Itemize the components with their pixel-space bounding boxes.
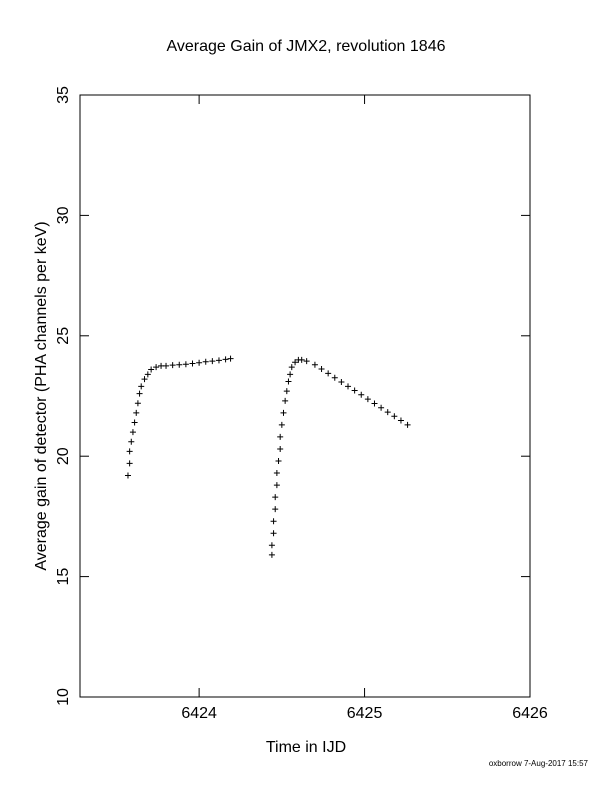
point bbox=[227, 355, 234, 362]
point bbox=[285, 378, 292, 385]
y-tick-label: 10 bbox=[55, 688, 72, 706]
y-tick-label: 20 bbox=[55, 447, 72, 465]
point bbox=[141, 376, 148, 383]
point bbox=[338, 379, 345, 386]
point bbox=[278, 421, 285, 428]
point bbox=[384, 409, 391, 416]
point bbox=[202, 358, 209, 365]
point bbox=[288, 364, 295, 371]
point bbox=[163, 362, 170, 369]
footer: oxborrow 7-Aug-2017 15:57 bbox=[489, 759, 589, 768]
point bbox=[364, 396, 371, 403]
point bbox=[358, 391, 365, 398]
point bbox=[351, 387, 358, 394]
point bbox=[215, 357, 222, 364]
y-tick-label: 15 bbox=[55, 568, 72, 586]
point bbox=[128, 438, 135, 445]
point bbox=[298, 356, 305, 363]
point bbox=[124, 472, 131, 479]
point bbox=[148, 366, 155, 373]
x-axis-label: Time in IJD bbox=[266, 739, 346, 756]
point bbox=[196, 359, 203, 366]
point bbox=[303, 358, 310, 365]
point bbox=[126, 460, 133, 467]
point bbox=[331, 374, 338, 381]
point bbox=[275, 458, 282, 465]
point bbox=[136, 390, 143, 397]
point bbox=[169, 362, 176, 369]
point bbox=[270, 518, 277, 525]
point bbox=[378, 404, 385, 411]
point bbox=[144, 371, 151, 378]
point bbox=[209, 358, 216, 365]
point bbox=[280, 409, 287, 416]
point bbox=[318, 366, 325, 373]
point bbox=[273, 470, 280, 477]
point bbox=[277, 433, 284, 440]
point bbox=[272, 494, 279, 501]
y-axis-label: Average gain of detector (PHA channels p… bbox=[33, 221, 50, 570]
point bbox=[176, 361, 183, 368]
x-tick-label: 6425 bbox=[347, 705, 383, 722]
point bbox=[397, 417, 404, 424]
plot-frame bbox=[79, 94, 531, 698]
point bbox=[371, 400, 378, 407]
point bbox=[273, 482, 280, 489]
point bbox=[268, 542, 275, 549]
point bbox=[311, 361, 318, 368]
x-tick-label: 6424 bbox=[181, 705, 217, 722]
point bbox=[325, 370, 332, 377]
y-tick-label: 35 bbox=[55, 86, 72, 104]
point bbox=[282, 397, 289, 404]
y-tick-label: 30 bbox=[55, 206, 72, 224]
point bbox=[391, 413, 398, 420]
point bbox=[283, 388, 290, 395]
point bbox=[277, 445, 284, 452]
point bbox=[189, 360, 196, 367]
point bbox=[153, 364, 160, 371]
point bbox=[138, 383, 145, 390]
point bbox=[133, 409, 140, 416]
point bbox=[131, 419, 138, 426]
chart-title: Average Gain of JMX2, revolution 1846 bbox=[167, 38, 446, 55]
point bbox=[404, 421, 411, 428]
point bbox=[182, 361, 189, 368]
point bbox=[287, 371, 294, 378]
point bbox=[222, 356, 229, 363]
y-tick-label: 25 bbox=[55, 327, 72, 345]
point bbox=[129, 429, 136, 436]
point bbox=[126, 448, 133, 455]
point bbox=[134, 400, 141, 407]
x-tick-label: 6426 bbox=[512, 705, 548, 722]
point bbox=[270, 530, 277, 537]
point bbox=[268, 551, 275, 558]
point bbox=[292, 359, 299, 366]
point bbox=[345, 383, 352, 390]
point bbox=[272, 506, 279, 513]
